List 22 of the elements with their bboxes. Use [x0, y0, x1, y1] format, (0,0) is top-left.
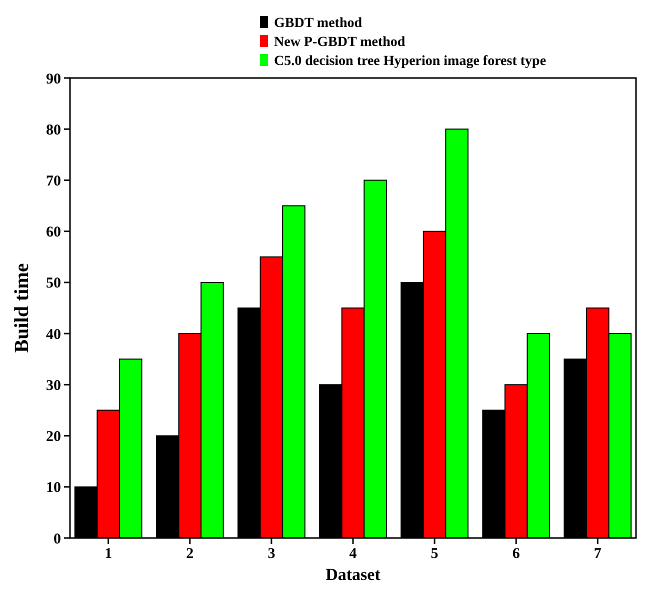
y-tick-label: 90	[46, 71, 61, 88]
x-tick-label: 6	[512, 546, 520, 562]
legend-label: GBDT method	[274, 16, 362, 31]
legend-label: C5.0 decision tree Hyperion image forest type	[274, 54, 546, 69]
y-tick-label: 80	[46, 122, 61, 138]
y-tick-label: 70	[46, 173, 61, 190]
y-tick-label: 50	[46, 276, 61, 292]
x-tick-label: 2	[186, 546, 194, 562]
x-tick-label: 1	[104, 546, 112, 562]
y-tick-label: 30	[46, 378, 61, 394]
legend-label: New P-GBDT method	[274, 35, 406, 50]
y-tick-label: 60	[46, 224, 61, 241]
y-tick-label: 40	[46, 326, 61, 343]
x-tick-label: 7	[594, 546, 602, 562]
y-tick-label: 10	[46, 480, 61, 496]
y-tick-label: 0	[54, 531, 61, 548]
x-tick-label: 3	[268, 546, 276, 562]
x-tick-label: 4	[349, 546, 358, 562]
x-tick-label: 5	[430, 546, 438, 562]
y-axis-title: Build time	[11, 263, 33, 353]
y-tick-label: 20	[46, 429, 61, 446]
x-axis-title: Dataset	[326, 565, 381, 584]
